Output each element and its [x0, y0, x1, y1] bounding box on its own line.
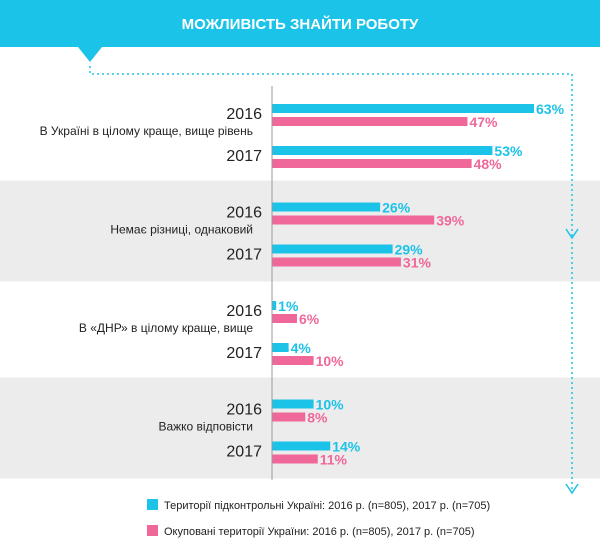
year-label: 2017 [226, 148, 262, 165]
legend: Території підконтрольні Україні: 2016 р.… [147, 499, 490, 538]
year-label: 2017 [226, 247, 262, 264]
value-label: 14% [332, 439, 361, 455]
value-label: 53% [494, 143, 523, 159]
title-banner [0, 0, 600, 62]
arrow-down-icon [565, 228, 579, 240]
category-label: Важко відповісти [158, 420, 253, 434]
bar [272, 301, 277, 310]
chart-title: МОЖЛИВІСТЬ ЗНАЙТИ РОБОТУ [182, 15, 419, 33]
value-label: 29% [395, 242, 424, 258]
legend-label-series2: Окуповані території України: 2016 р. (n=… [164, 526, 474, 538]
category-bands [0, 180, 600, 479]
value-label: 10% [316, 353, 345, 369]
arrow-down-icon [565, 483, 579, 495]
year-label: 2017 [226, 345, 262, 362]
bar [272, 159, 472, 168]
year-label: 2017 [226, 444, 262, 461]
bar [272, 356, 314, 365]
bar [272, 146, 493, 155]
value-label: 47% [469, 114, 498, 130]
value-label: 6% [299, 311, 320, 327]
value-label: 48% [474, 156, 503, 172]
bar [272, 412, 306, 422]
bar [272, 343, 289, 352]
legend-swatch-series2 [147, 525, 158, 536]
year-label: 2016 [226, 106, 262, 123]
value-label: 26% [382, 200, 411, 216]
category-label: Немає різниці, однаковий [110, 223, 253, 237]
bar [272, 399, 314, 409]
bar [272, 202, 381, 212]
value-label: 4% [291, 340, 312, 356]
category-label: В «ДНР» в цілому краще, вище [79, 321, 253, 335]
dotted-connector-top [89, 66, 573, 236]
bar [272, 314, 297, 323]
bar [272, 104, 534, 113]
value-label: 1% [278, 298, 299, 314]
bar [272, 244, 393, 254]
bar [272, 215, 435, 225]
value-label: 8% [307, 410, 328, 426]
value-label: 11% [320, 452, 348, 468]
value-label: 10% [316, 397, 345, 413]
legend-label-series1: Території підконтрольні Україні: 2016 р.… [164, 500, 490, 512]
bar [272, 454, 318, 464]
year-label: 2016 [226, 205, 262, 222]
chart-marks: В Україні в цілому краще, вище рівень201… [40, 101, 565, 468]
bar [272, 441, 331, 451]
bar [272, 257, 401, 267]
value-label: 39% [436, 213, 465, 229]
value-label: 31% [403, 255, 432, 271]
bar [272, 117, 468, 126]
year-label: 2016 [226, 303, 262, 320]
year-label: 2016 [226, 402, 262, 419]
legend-swatch-series1 [147, 499, 158, 510]
category-label: В Україні в цілому краще, вище рівень [40, 124, 253, 138]
value-label: 63% [536, 101, 565, 117]
